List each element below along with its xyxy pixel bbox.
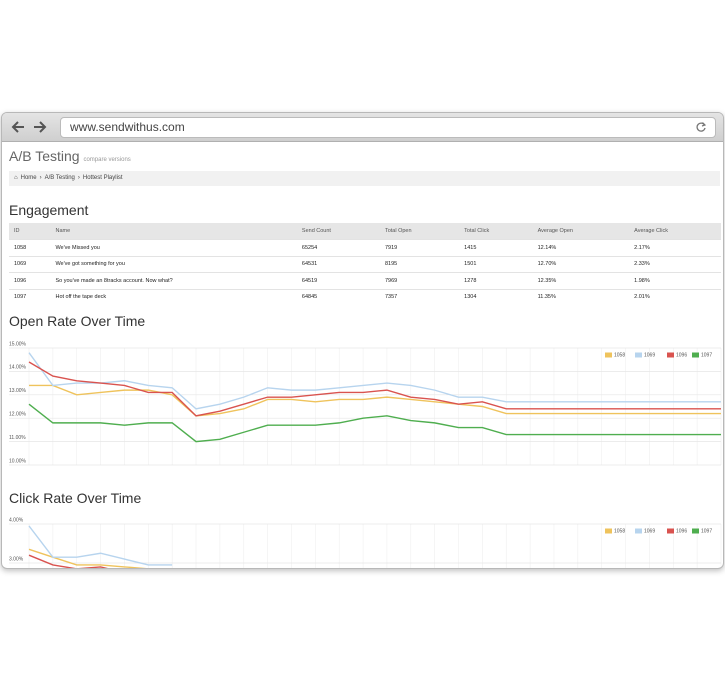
breadcrumb-item: Hottest Playlist [82, 175, 123, 181]
table-row: 1097 Hot off the tape deck 64845 7357 1304 11… [9, 288, 721, 305]
table-cell: 12.70% [532, 255, 630, 273]
table-cell: 8195 [379, 255, 460, 273]
series-line [28, 525, 173, 566]
table-cell: 7919 [379, 239, 460, 256]
chart-title: Click Rate Over Time [9, 490, 142, 506]
table-cell: 1058 [9, 239, 51, 256]
header-row: ID Name Send Count Total Open Total Click Ave… [9, 223, 721, 240]
legend-swatch [635, 352, 642, 358]
table-cell: 2.33% [629, 255, 721, 273]
legend-swatch [635, 528, 642, 534]
breadcrumb-item: Home [20, 175, 37, 181]
legend-swatch [692, 352, 699, 358]
home-icon: ⌂ [14, 175, 18, 181]
column-header: Send Count [296, 223, 380, 240]
title: A/B Testing [9, 148, 80, 164]
table-cell: 1069 [9, 255, 51, 273]
address-bar[interactable]: www.sendwithus.com [60, 117, 716, 138]
legend-swatch [605, 352, 612, 358]
series-line [28, 361, 721, 417]
y-tick-label: 13.00% [9, 388, 27, 394]
legend-label: 1097 [701, 352, 712, 358]
series-line [28, 403, 721, 443]
table-cell: 2.17% [629, 239, 721, 256]
legend-label: 1069 [644, 528, 655, 534]
table-cell: 64519 [296, 272, 380, 289]
legend-label: 1069 [644, 352, 655, 358]
separator: › [39, 175, 42, 181]
legend-label: 1058 [614, 352, 625, 358]
legend-label: 1096 [676, 528, 687, 534]
table-cell: 65254 [296, 239, 380, 256]
section-title: Engagement [9, 202, 89, 218]
engagement-table: ID Name Send Count Total Open Total Click Ave… [9, 223, 721, 305]
nav-buttons[interactable] [10, 119, 54, 135]
back-button[interactable] [11, 121, 24, 133]
table-cell: So you've made an 8tracks account. Now w… [50, 272, 297, 289]
table-cell: 1097 [9, 288, 51, 305]
table-cell: 12.14% [532, 239, 630, 256]
table-row: 1058 We've Missed you 65254 7919 1415 12.14% 2… [9, 239, 721, 256]
column-header: ID [9, 223, 51, 240]
column-header: Average Click [629, 223, 721, 240]
subtitle: compare versions [83, 157, 131, 163]
table-cell: 64531 [296, 255, 380, 273]
legend-label: 1096 [676, 352, 687, 358]
legend-label: 1058 [614, 528, 625, 534]
breadcrumb: ⌂ Home › A/B Testing › Hottest Playlist [9, 171, 720, 186]
table-cell: 1415 [459, 239, 533, 256]
chart: 3.00% 4.00% 1058 1069 1096 1097 [9, 517, 722, 568]
table-cell: 2.01% [629, 288, 721, 305]
chart: 10.00%11.00%12.00%13.00%14.00%15.00%Dec … [9, 341, 722, 466]
legend-swatch [692, 528, 699, 534]
y-tick-label: 12.00% [9, 412, 27, 418]
breadcrumb-item: A/B Testing [44, 175, 75, 181]
y-tick-label: 10.00% [9, 458, 27, 464]
url-text: www.sendwithus.com [70, 120, 185, 134]
legend-swatch [667, 352, 674, 358]
legend-swatch [667, 528, 674, 534]
column-header: Name [50, 223, 297, 240]
page-title: A/B Testing compare versions [9, 148, 131, 164]
table-cell: 7357 [379, 288, 460, 305]
table-cell: 11.35% [532, 288, 630, 305]
reload-button[interactable] [695, 121, 707, 133]
table-cell: 64845 [296, 288, 380, 305]
table-row: 1069 We've got something for you 64531 8195… [9, 255, 721, 273]
table-cell: We've Missed you [50, 239, 297, 256]
series-line [28, 352, 721, 410]
table-cell: Hot off the tape deck [50, 288, 297, 305]
y-tick-label: 11.00% [9, 435, 26, 441]
table-cell: 12.35% [532, 272, 630, 289]
series-line [28, 554, 109, 568]
separator: › [77, 175, 80, 181]
y-tick-label: 14.00% [9, 365, 27, 371]
table-cell: 7969 [379, 272, 460, 289]
browser-toolbar: www.sendwithus.com [2, 113, 723, 142]
table-cell: 1.98% [629, 272, 721, 289]
legend-label: 1097 [701, 528, 712, 534]
browser-window: www.sendwithus.com A/B Testing compare v… [1, 112, 724, 569]
series-line [29, 384, 721, 417]
y-tick-label: 3.00% [9, 556, 24, 562]
legend-swatch [605, 528, 612, 534]
column-header: Total Click [459, 223, 533, 240]
column-header: Average Open [532, 223, 630, 240]
column-header: Total Open [379, 223, 460, 240]
y-tick-label: 4.00% [9, 517, 24, 523]
table-cell: 1278 [459, 272, 533, 289]
table-cell: 1304 [459, 288, 533, 305]
table-cell: We've got something for you [50, 255, 297, 273]
forward-button[interactable] [34, 121, 47, 133]
chart-title: Open Rate Over Time [9, 313, 146, 329]
table-cell: 1501 [459, 255, 533, 273]
y-tick-label: 15.00% [9, 341, 27, 347]
table-row: 1096 So you've made an 8tracks account. N… [9, 272, 721, 289]
table-cell: 1096 [9, 272, 51, 289]
